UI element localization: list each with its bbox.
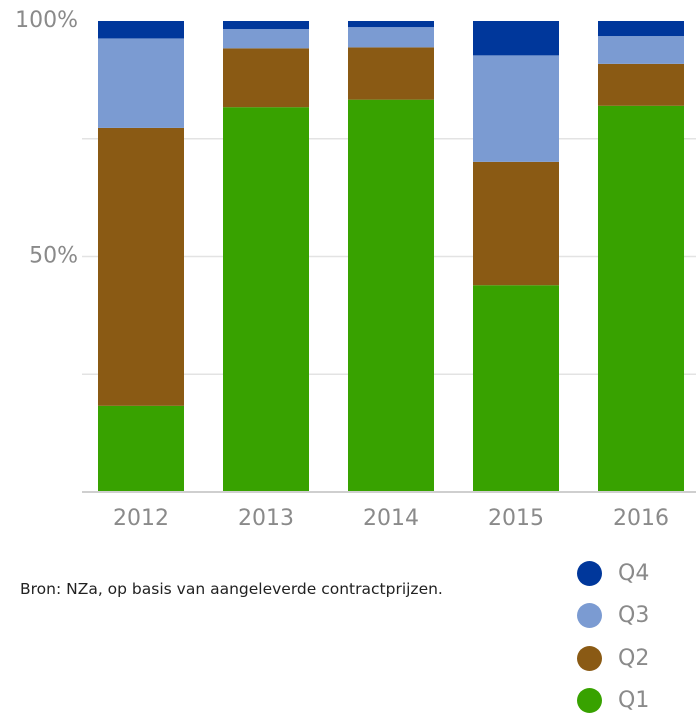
- legend-label: Q1: [618, 688, 649, 713]
- x-tick-label: 2013: [238, 506, 294, 531]
- x-tick-label: 2016: [613, 506, 669, 531]
- legend-swatch: [577, 603, 602, 628]
- bar-segment-q4-2014: [348, 21, 434, 27]
- bar-segment-q4-2013: [223, 21, 309, 29]
- legend: Q4 Q3 Q2 Q1: [577, 552, 692, 722]
- bar-segment-q1-2014: [348, 100, 434, 492]
- bar-segment-q2-2014: [348, 47, 434, 99]
- x-tick-labels: 2012 2013 2014 2015 2016: [113, 506, 669, 531]
- legend-item-q2: Q2: [577, 637, 692, 680]
- bar-segment-q3-2012: [98, 38, 184, 127]
- bar-segment-q2-2013: [223, 48, 309, 107]
- legend-swatch: [577, 646, 602, 671]
- bar-segment-q3-2013: [223, 29, 309, 48]
- bar-segment-q2-2012: [98, 128, 184, 406]
- legend-label: Q4: [618, 561, 649, 586]
- y-tick-label: 100%: [15, 8, 78, 33]
- y-tick-label: 50%: [29, 244, 78, 269]
- legend-swatch: [577, 561, 602, 586]
- legend-label: Q2: [618, 646, 649, 671]
- legend-item-q3: Q3: [577, 595, 692, 638]
- bar-segment-q2-2015: [473, 162, 559, 285]
- bar-segment-q1-2015: [473, 285, 559, 492]
- x-tick-label: 2014: [363, 506, 419, 531]
- bar-segment-q1-2012: [98, 406, 184, 492]
- bar-segment-q4-2012: [98, 21, 184, 38]
- bar-segment-q3-2014: [348, 27, 434, 47]
- bar-segment-q1-2016: [598, 106, 684, 492]
- legend-label: Q3: [618, 603, 649, 628]
- x-tick-label: 2012: [113, 506, 169, 531]
- bar-segment-q4-2016: [598, 21, 684, 36]
- legend-item-q4: Q4: [577, 552, 692, 595]
- bar-segment-q3-2016: [598, 36, 684, 64]
- source-note: Bron: NZa, op basis van aangeleverde con…: [20, 580, 443, 598]
- legend-swatch: [577, 688, 602, 713]
- bar-segment-q3-2015: [473, 55, 559, 161]
- bar-segment-q1-2013: [223, 107, 309, 492]
- bar-segment-q2-2016: [598, 64, 684, 106]
- y-tick-labels: 100% 50%: [15, 8, 78, 269]
- x-tick-label: 2015: [488, 506, 544, 531]
- legend-item-q1: Q1: [577, 680, 692, 722]
- bar-segment-q4-2015: [473, 21, 559, 55]
